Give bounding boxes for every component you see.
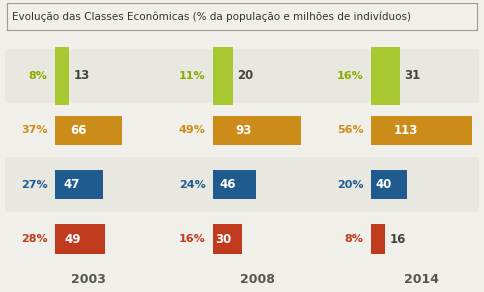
Text: 16%: 16% <box>179 234 206 244</box>
Text: 31: 31 <box>405 69 421 82</box>
FancyBboxPatch shape <box>213 224 242 254</box>
Text: 20: 20 <box>237 69 254 82</box>
Text: 11%: 11% <box>179 71 206 81</box>
FancyBboxPatch shape <box>371 170 407 199</box>
Text: 24%: 24% <box>179 180 206 190</box>
FancyBboxPatch shape <box>213 116 301 145</box>
Text: 93: 93 <box>236 124 252 137</box>
Text: 49%: 49% <box>179 125 206 135</box>
Text: 66: 66 <box>70 124 86 137</box>
Text: 2008: 2008 <box>240 272 274 286</box>
Text: 47: 47 <box>63 178 80 191</box>
FancyBboxPatch shape <box>213 46 233 105</box>
FancyBboxPatch shape <box>213 170 256 199</box>
Text: 40: 40 <box>375 178 392 191</box>
FancyBboxPatch shape <box>55 46 69 105</box>
FancyBboxPatch shape <box>5 212 479 266</box>
FancyBboxPatch shape <box>5 103 479 157</box>
Text: 113: 113 <box>394 124 419 137</box>
FancyBboxPatch shape <box>5 157 479 212</box>
Text: 2003: 2003 <box>71 272 106 286</box>
Text: 8%: 8% <box>345 234 364 244</box>
FancyBboxPatch shape <box>371 224 385 254</box>
Text: Evolução das Classes Econômicas (% da população e milhões de indivíduos): Evolução das Classes Econômicas (% da po… <box>12 11 411 22</box>
Text: 2014: 2014 <box>404 272 439 286</box>
Text: 27%: 27% <box>21 180 47 190</box>
Text: 16: 16 <box>390 232 407 246</box>
Text: 28%: 28% <box>21 234 47 244</box>
FancyBboxPatch shape <box>55 170 104 199</box>
Text: 46: 46 <box>220 178 236 191</box>
FancyBboxPatch shape <box>371 46 400 105</box>
Text: 16%: 16% <box>337 71 364 81</box>
FancyBboxPatch shape <box>55 116 121 145</box>
Text: 20%: 20% <box>337 180 364 190</box>
FancyBboxPatch shape <box>55 224 105 254</box>
Text: 30: 30 <box>215 232 231 246</box>
Text: 13: 13 <box>74 69 90 82</box>
Text: 49: 49 <box>64 232 81 246</box>
Text: 37%: 37% <box>21 125 47 135</box>
FancyBboxPatch shape <box>371 116 472 145</box>
Text: 8%: 8% <box>29 71 47 81</box>
Text: 56%: 56% <box>337 125 364 135</box>
FancyBboxPatch shape <box>5 49 479 103</box>
